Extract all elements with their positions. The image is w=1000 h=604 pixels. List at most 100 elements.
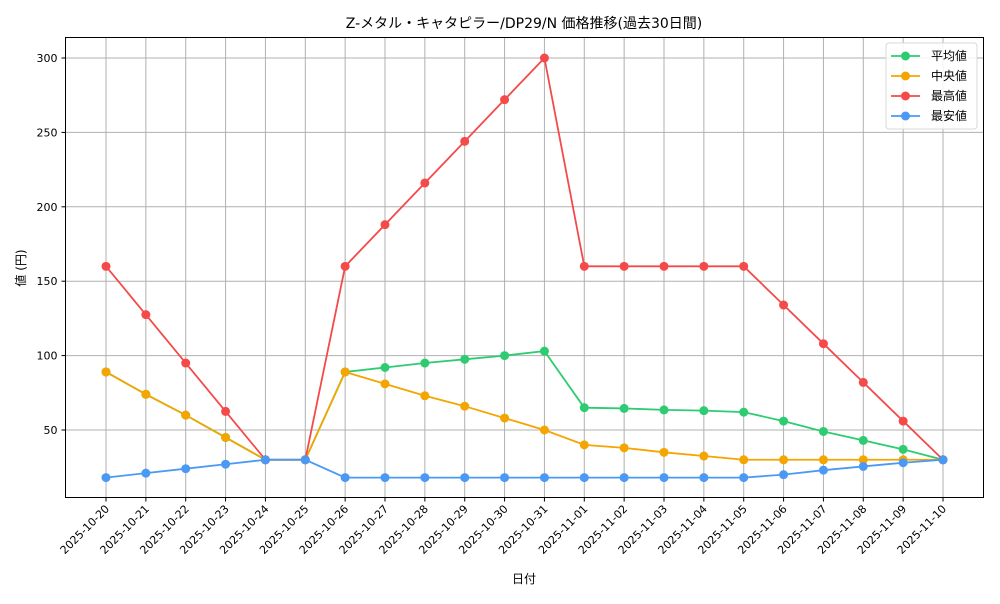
- data-point-marker: [619, 403, 629, 413]
- legend-box: [885, 42, 978, 130]
- data-point-marker: [739, 407, 749, 417]
- data-point-marker: [380, 379, 390, 389]
- data-point-marker: [699, 406, 709, 416]
- data-point-marker: [340, 473, 350, 483]
- data-point-marker: [739, 473, 749, 483]
- data-point-marker: [858, 455, 868, 465]
- data-point-marker: [699, 473, 709, 483]
- data-point-marker: [938, 455, 948, 465]
- legend-label: 最安値: [931, 108, 967, 123]
- x-axis-label: 日付: [512, 572, 536, 586]
- data-point-marker: [380, 473, 390, 483]
- y-tick-label: 50: [44, 424, 58, 437]
- data-point-marker: [898, 416, 908, 426]
- series-line: [105, 56, 944, 461]
- data-point-marker: [420, 178, 430, 188]
- data-point-marker: [380, 220, 390, 230]
- data-point-marker: [579, 261, 589, 271]
- grid-lines: [65, 37, 984, 498]
- data-point-marker: [659, 261, 669, 271]
- data-point-marker: [619, 261, 629, 271]
- data-point-marker: [858, 377, 868, 387]
- y-axis-label: 値 (円): [13, 249, 28, 286]
- data-point-marker: [380, 363, 390, 373]
- data-point-marker: [818, 465, 828, 475]
- y-tick-label: 200: [37, 201, 58, 214]
- data-point-marker: [539, 473, 549, 483]
- y-tick-label: 250: [37, 126, 58, 139]
- legend-marker-icon: [901, 91, 910, 101]
- data-point-marker: [101, 367, 111, 377]
- data-point-marker: [260, 455, 270, 465]
- series-0: [101, 346, 948, 465]
- legend-item: 最高値: [891, 88, 967, 103]
- data-point-marker: [858, 435, 868, 445]
- data-point-marker: [460, 136, 470, 146]
- data-point-marker: [659, 447, 669, 457]
- data-point-marker: [221, 432, 231, 442]
- data-point-marker: [858, 461, 868, 471]
- data-point-marker: [500, 351, 510, 361]
- legend-marker-icon: [901, 111, 910, 121]
- data-point-marker: [659, 473, 669, 483]
- data-point-marker: [500, 413, 510, 423]
- data-point-marker: [141, 310, 151, 320]
- plot-frame: [65, 37, 984, 498]
- legend-marker-icon: [901, 71, 910, 81]
- data-point-marker: [420, 391, 430, 401]
- legend-item: 中央値: [891, 68, 967, 83]
- data-point-marker: [539, 425, 549, 435]
- data-point-marker: [141, 468, 151, 478]
- data-point-marker: [779, 300, 789, 310]
- data-point-marker: [221, 459, 231, 469]
- legend-marker-icon: [901, 51, 910, 61]
- data-point-marker: [779, 416, 789, 426]
- data-point-marker: [579, 440, 589, 450]
- chart-title: Z-メタル・キャタピラー/DP29/N 価格推移(過去30日間): [346, 16, 703, 32]
- data-point-marker: [500, 473, 510, 483]
- data-point-marker: [420, 358, 430, 368]
- data-point-marker: [539, 346, 549, 356]
- y-tick-label: 100: [37, 350, 58, 363]
- data-point-marker: [619, 443, 629, 453]
- data-point-marker: [818, 426, 828, 436]
- data-point-marker: [340, 261, 350, 271]
- data-point-marker: [221, 406, 231, 416]
- series-3: [101, 455, 948, 483]
- data-point-marker: [898, 444, 908, 454]
- data-point-marker: [898, 458, 908, 468]
- data-point-marker: [181, 410, 191, 420]
- data-point-marker: [500, 95, 510, 105]
- data-point-marker: [779, 470, 789, 480]
- data-point-marker: [739, 455, 749, 465]
- y-axis: 50 100 150 200 250 300: [37, 52, 66, 437]
- series-line: [105, 458, 944, 479]
- data-point-marker: [659, 405, 669, 415]
- legend-item: 最安値: [891, 108, 967, 123]
- data-point-marker: [181, 358, 191, 368]
- y-tick-label: 300: [37, 52, 58, 65]
- data-point-marker: [818, 455, 828, 465]
- data-point-marker: [579, 403, 589, 413]
- data-point-marker: [699, 261, 709, 271]
- series-line: [105, 350, 944, 461]
- series-line: [105, 370, 943, 461]
- data-point-marker: [739, 261, 749, 271]
- series-2: [101, 53, 948, 465]
- legend-label: 平均値: [931, 48, 967, 63]
- data-point-marker: [340, 367, 350, 377]
- series-layer: [101, 53, 948, 483]
- data-point-marker: [619, 473, 629, 483]
- data-point-marker: [181, 464, 191, 474]
- data-point-marker: [300, 455, 310, 465]
- data-point-marker: [460, 473, 470, 483]
- data-point-marker: [579, 473, 589, 483]
- data-point-marker: [460, 354, 470, 364]
- y-tick-label: 150: [37, 275, 58, 288]
- data-point-marker: [101, 261, 111, 271]
- x-axis: 2025-10-202025-10-212025-10-222025-10-23…: [58, 497, 949, 557]
- data-point-marker: [539, 53, 549, 63]
- data-point-marker: [818, 339, 828, 349]
